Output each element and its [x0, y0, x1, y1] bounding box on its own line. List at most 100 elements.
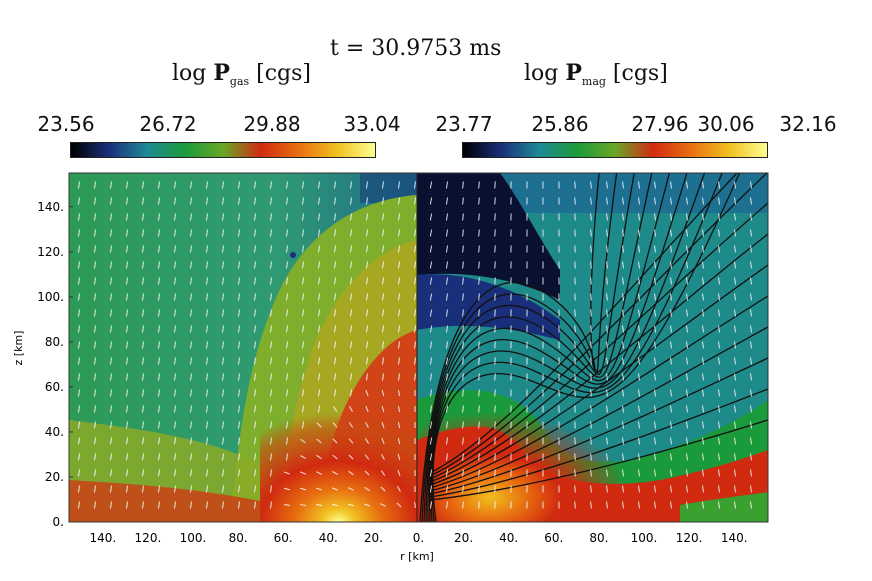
velocity-arrow: [686, 453, 688, 461]
velocity-arrow: [77, 485, 81, 493]
velocity-arrow: [718, 421, 720, 429]
velocity-arrow: [349, 245, 353, 253]
velocity-arrow: [205, 229, 209, 237]
velocity-arrow: [670, 341, 672, 349]
velocity-arrow: [606, 501, 608, 509]
velocity-arrow: [606, 309, 608, 317]
velocity-arrow: [221, 485, 225, 493]
velocity-arrow: [702, 469, 704, 477]
velocity-arrow: [718, 309, 720, 317]
field-line: [431, 173, 723, 522]
field-line: [427, 173, 671, 522]
velocity-arrow: [221, 421, 225, 429]
velocity-arrow: [93, 357, 97, 365]
velocity-arrow: [189, 261, 193, 269]
velocity-arrow: [205, 181, 209, 189]
velocity-arrow: [670, 421, 672, 429]
velocity-arrow: [750, 469, 752, 477]
velocity-arrow: [622, 213, 624, 221]
velocity-arrow: [445, 181, 449, 189]
velocity-arrow: [445, 405, 449, 413]
velocity-arrow: [397, 437, 401, 445]
velocity-arrow: [284, 471, 290, 475]
velocity-arrow: [317, 405, 321, 413]
velocity-arrow: [300, 438, 306, 444]
velocity-arrow: [670, 453, 672, 461]
velocity-arrow: [718, 357, 720, 365]
velocity-arrow: [397, 293, 401, 301]
velocity-arrow: [125, 309, 129, 317]
velocity-arrow: [429, 341, 433, 349]
velocity-arrow: [750, 389, 752, 397]
velocity-arrow: [93, 181, 97, 189]
velocity-arrow: [315, 487, 323, 491]
velocity-arrow: [189, 197, 193, 205]
velocity-arrow: [750, 341, 752, 349]
velocity-arrow: [734, 485, 736, 493]
velocity-arrow: [718, 229, 720, 237]
velocity-arrow: [141, 197, 145, 205]
velocity-arrow: [253, 197, 257, 205]
x-tick-label: 40.: [499, 531, 518, 545]
velocity-arrow: [205, 357, 209, 365]
field-line: [429, 295, 768, 489]
velocity-arrow: [445, 197, 449, 205]
velocity-arrow: [125, 261, 129, 269]
velocity-arrow: [237, 325, 241, 333]
velocity-arrow: [93, 213, 97, 221]
velocity-arrow: [606, 181, 608, 189]
velocity-arrow: [347, 503, 355, 507]
velocity-arrow: [253, 405, 257, 413]
velocity-arrow: [348, 487, 354, 491]
velocity-arrow: [77, 293, 81, 301]
velocity-arrow: [638, 485, 640, 493]
velocity-arrow: [478, 229, 480, 237]
velocity-arrow: [670, 309, 672, 317]
velocity-arrow: [93, 197, 97, 205]
velocity-arrow: [462, 421, 464, 429]
velocity-arrow: [253, 421, 257, 429]
field-line: [430, 173, 706, 522]
velocity-arrow: [253, 485, 257, 493]
velocity-arrow: [125, 485, 129, 493]
velocity-arrow: [157, 501, 161, 509]
velocity-arrow: [622, 309, 624, 317]
colorbar-tick: 30.06: [697, 112, 755, 136]
x-axis-ticks: 140. 120. 100. 80. 60. 40. 20. 0. 20. 40. 60. 80. 10…: [89, 531, 747, 545]
velocity-arrow: [750, 229, 752, 237]
velocity-arrow: [654, 325, 656, 333]
velocity-arrow: [462, 213, 464, 221]
velocity-arrow: [590, 229, 592, 237]
velocity-arrow: [269, 181, 273, 189]
velocity-arrow: [590, 485, 592, 493]
velocity-arrow: [125, 373, 129, 381]
y-tick-label: 0.: [53, 515, 64, 529]
velocity-arrow: [157, 357, 161, 365]
velocity-arrow: [381, 213, 385, 221]
velocity-arrow: [333, 229, 337, 237]
velocity-arrow: [429, 181, 433, 189]
velocity-arrow: [221, 357, 225, 365]
velocity-arrow: [253, 293, 257, 301]
velocity-arrow: [590, 469, 592, 477]
velocity-arrow: [301, 309, 305, 317]
velocity-arrow: [173, 373, 177, 381]
velocity-arrow: [365, 357, 369, 365]
velocity-arrow: [638, 229, 640, 237]
velocity-arrow: [349, 229, 353, 237]
velocity-arrow: [381, 325, 385, 333]
velocity-arrow: [718, 437, 720, 445]
velocity-arrow: [750, 485, 752, 493]
velocity-arrow: [670, 229, 672, 237]
velocity-arrow: [606, 261, 608, 269]
velocity-arrow: [93, 501, 97, 509]
velocity-arrow: [141, 277, 145, 285]
velocity-arrow: [365, 181, 369, 189]
velocity-arrow: [380, 470, 386, 476]
velocity-arrow: [686, 421, 688, 429]
velocity-arrow: [381, 277, 385, 285]
velocity-arrow: [590, 405, 592, 413]
velocity-arrow: [141, 309, 145, 317]
velocity-arrow: [141, 405, 145, 413]
